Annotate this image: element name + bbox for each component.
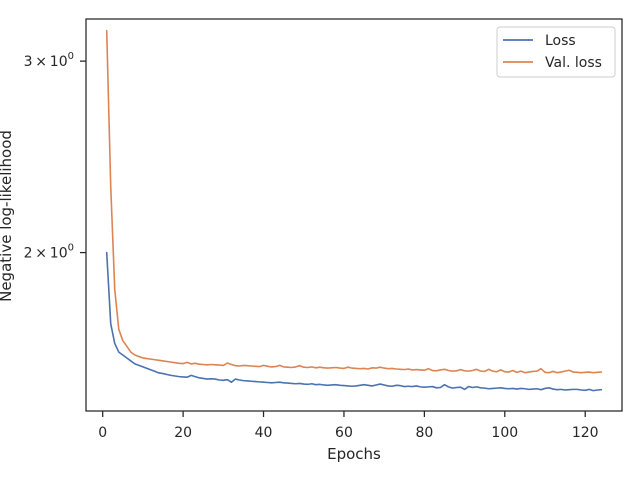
series-line-loss	[105, 251, 603, 392]
plot-area	[86, 19, 622, 411]
legend-label-val-loss: Val. loss	[545, 55, 602, 71]
x-tick-label: 40	[255, 425, 273, 441]
plot-frame	[85, 18, 623, 412]
x-tick-label: 80	[415, 425, 433, 441]
x-axis-label: Epochs	[327, 445, 381, 463]
x-tick-label: 20	[174, 425, 192, 441]
y-tick-label: 3 × 100	[24, 51, 74, 70]
x-tick-label: 60	[335, 425, 353, 441]
x-tick-label: 0	[98, 425, 107, 441]
legend-label-loss: Loss	[545, 33, 576, 49]
legend: Loss Val. loss	[496, 26, 616, 78]
y-tick-label: 2 × 100	[24, 243, 74, 262]
x-tick-label: 100	[491, 425, 518, 441]
y-axis-label: Negative log-likelihood	[0, 130, 15, 302]
series-line-val-loss	[105, 29, 603, 374]
x-tick-label: 120	[572, 425, 599, 441]
